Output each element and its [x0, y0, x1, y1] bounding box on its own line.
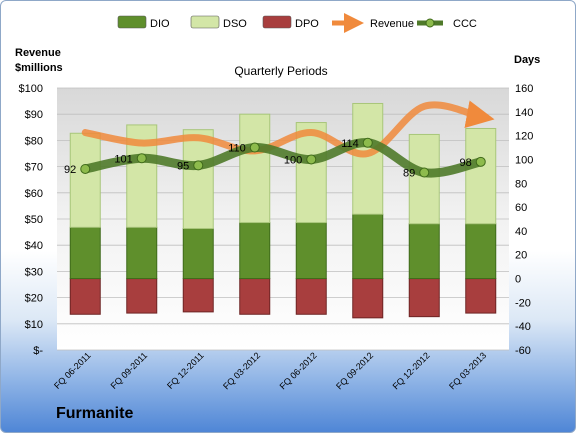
ccc-marker [306, 154, 317, 165]
left-tick-label: $20 [25, 293, 43, 305]
bar-dso [465, 127, 497, 225]
bar-dio [126, 226, 158, 280]
bar-dso [408, 133, 440, 225]
left-tick-label: $100 [19, 83, 43, 95]
bar-dpo [352, 278, 384, 319]
ccc-marker [136, 153, 147, 164]
ccc-marker [249, 142, 260, 153]
ccc-data-label: 95 [177, 160, 189, 172]
ccc-marker [362, 137, 373, 148]
bar-dpo [126, 278, 158, 314]
bar-dio [239, 222, 271, 280]
right-tick-label: 100 [515, 154, 533, 166]
ccc-marker [475, 156, 486, 167]
right-tick-label: -60 [515, 345, 531, 357]
bar-dpo [408, 278, 440, 318]
bar-dio [69, 226, 101, 280]
legend-label-ccc: CCC [453, 18, 477, 30]
right-tick-label: 60 [515, 202, 527, 214]
category-label: FQ 09-2011 [109, 350, 150, 391]
right-tick-label: 80 [515, 178, 527, 190]
legend-label-dio: DIO [150, 18, 170, 30]
bar-dpo [465, 278, 497, 314]
bar-dio [182, 228, 214, 280]
right-tick-label: -40 [515, 321, 531, 333]
category-label: FQ 03-2012 [221, 350, 262, 391]
legend-swatch-dio [117, 15, 147, 29]
bar-dpo [239, 278, 271, 315]
legend-label-dpo: DPO [295, 18, 319, 30]
right-tick-label: 120 [515, 131, 533, 143]
category-label: FQ 03-2013 [447, 350, 488, 391]
right-tick-label: 40 [515, 226, 527, 238]
right-tick-label: 160 [515, 83, 533, 95]
company-name: Furmanite [56, 405, 134, 422]
ccc-line [80, 138, 486, 178]
bar-dso [352, 102, 384, 215]
legend-label-revenue: Revenue [370, 18, 414, 30]
category-label: FQ 06-2012 [278, 350, 319, 391]
left-axis-title-line1: Revenue [15, 47, 61, 59]
category-label: FQ 06-2011 [52, 350, 93, 391]
revenue-line [81, 100, 495, 158]
right-tick-label: 140 [515, 107, 533, 119]
left-tick-label: $70 [25, 162, 43, 174]
ccc-marker [193, 160, 204, 171]
ccc-data-label: 89 [403, 168, 415, 180]
bar-dso [182, 129, 214, 230]
left-tick-label: $60 [25, 188, 43, 200]
ccc-data-label: 100 [284, 154, 302, 166]
bar-dio [352, 213, 384, 280]
right-tick-label: -20 [515, 297, 531, 309]
left-tick-label: $80 [25, 135, 43, 147]
bar-dso [295, 122, 327, 224]
left-tick-label: $30 [25, 266, 43, 278]
left-tick-label: $10 [25, 319, 43, 331]
bar-dio [465, 223, 497, 280]
bar-dpo [69, 278, 101, 315]
left-tick-label: $50 [25, 214, 43, 226]
ccc-marker [419, 167, 430, 178]
left-tick-label: $90 [25, 109, 43, 121]
category-label: FQ 12-2012 [391, 350, 432, 391]
ccc-marker [80, 163, 91, 174]
left-tick-label: $40 [25, 240, 43, 252]
category-label: FQ 12-2011 [165, 350, 206, 391]
legend-swatch-dso [190, 15, 220, 29]
bar-dio [295, 222, 327, 280]
ccc-data-label: 92 [64, 164, 76, 176]
left-axis-title-line2: $millions [15, 62, 63, 74]
right-tick-label: 0 [515, 274, 521, 286]
bar-dio [408, 223, 440, 280]
right-tick-label: 20 [515, 250, 527, 262]
legend-label-dso: DSO [223, 18, 247, 30]
bar-dpo [182, 278, 214, 313]
bar-dpo [295, 278, 327, 315]
ccc-data-label: 101 [114, 153, 132, 165]
right-axis-title: Days [514, 54, 540, 66]
chart-title: Quarterly Periods [234, 64, 327, 78]
bar-dso [69, 132, 101, 228]
ccc-data-label: 114 [341, 138, 359, 150]
ccc-data-label: 110 [228, 143, 246, 155]
ccc-data-label: 98 [460, 157, 472, 169]
category-label: FQ 09-2012 [334, 350, 375, 391]
legend-swatch-dpo [262, 15, 292, 29]
bar-dso [239, 113, 271, 224]
left-tick-label: $- [33, 345, 43, 357]
legend-swatch-ccc [425, 18, 435, 28]
